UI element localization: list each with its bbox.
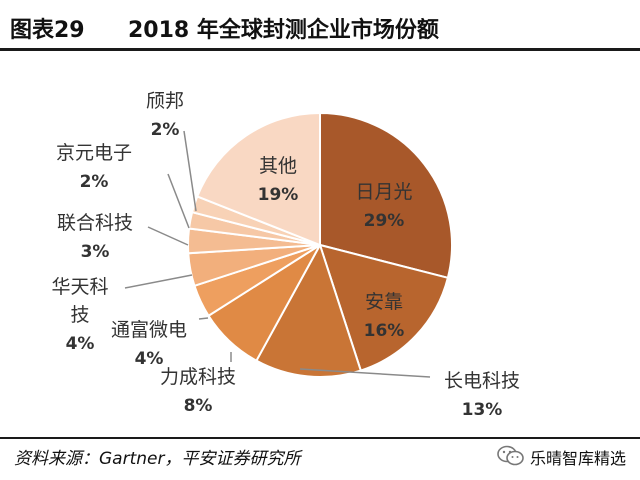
slice-label: 长电科技 <box>444 370 520 392</box>
slice-label: 日月光 <box>355 181 412 203</box>
slice-65e567085149 <box>319 111 453 280</box>
leader-line <box>147 226 189 246</box>
slice-label: 联合科技 <box>57 212 133 234</box>
slice-5b899760 <box>318 243 450 372</box>
slice-label: 颀邦 <box>146 90 184 112</box>
figure-header: 图表29 2018 年全球封测企业市场份额 <box>0 0 640 52</box>
figure-number: 图表29 <box>10 18 85 43</box>
slice-value-label: 2% <box>151 120 180 140</box>
leader-line <box>167 173 190 229</box>
leader-line <box>198 317 209 320</box>
wechat-account-name: 乐晴智库精选 <box>530 449 627 468</box>
slice-label: 安靠 <box>365 291 403 313</box>
slice-label: 通富微电 <box>111 319 187 341</box>
slice-value-label: 3% <box>81 242 110 262</box>
slice-label: 技 <box>70 304 89 326</box>
figure-title: 2018 年全球封测企业市场份额 <box>128 18 439 43</box>
slice-value-label: 29% <box>364 211 405 231</box>
slice-value-label: 4% <box>66 334 95 354</box>
header-rule <box>0 48 640 51</box>
slice-label: 其他 <box>259 155 297 177</box>
leader-line <box>299 368 431 378</box>
footer-rule <box>0 437 640 439</box>
slice-value-label: 8% <box>184 396 213 416</box>
pie-slices <box>187 111 453 378</box>
leader-lines <box>124 130 431 378</box>
slice-value-label: 16% <box>364 321 405 341</box>
source-note: 资料来源：Gartner，平安证券研究所 <box>14 449 301 469</box>
slice-value-label: 4% <box>135 349 164 369</box>
slice-value-label: 13% <box>462 400 503 420</box>
wechat-icon <box>497 445 524 466</box>
leader-line <box>124 274 193 289</box>
slice-label: 力成科技 <box>160 366 236 388</box>
slice-value-label: 2% <box>80 172 109 192</box>
slice-label: 京元电子 <box>56 142 132 164</box>
slice-51764ed6 <box>195 111 321 247</box>
leader-line <box>183 130 197 212</box>
slice-label: 华天科 <box>51 276 108 298</box>
slice-value-label: 19% <box>258 185 299 205</box>
